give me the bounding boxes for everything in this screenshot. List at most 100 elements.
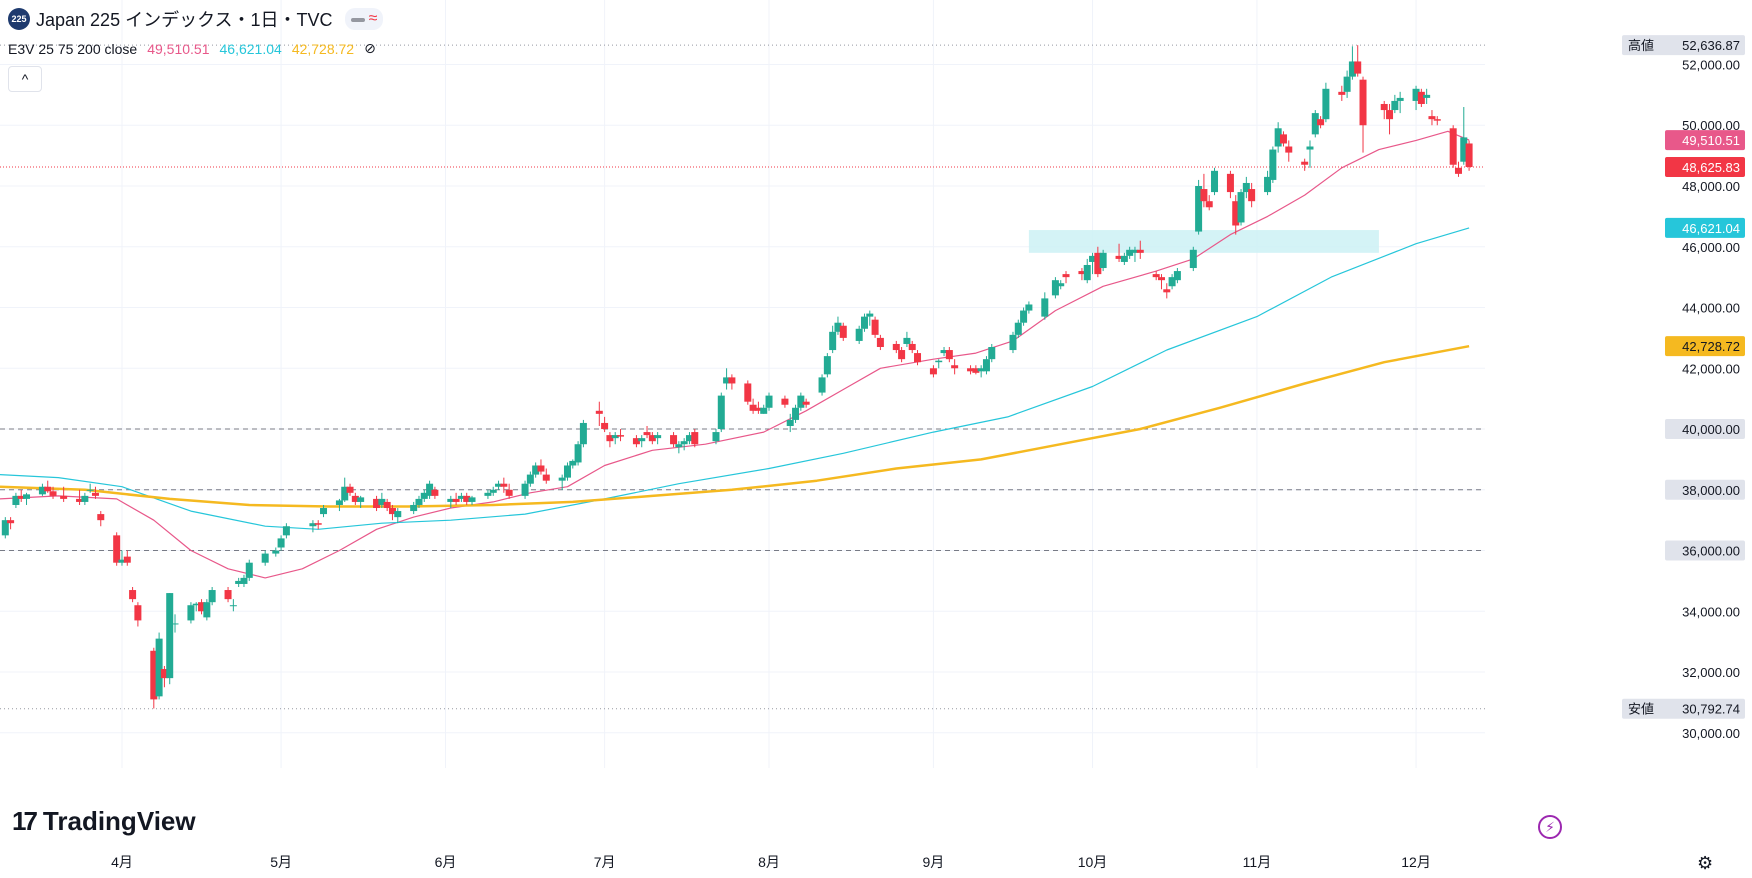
candle[interactable] bbox=[1311, 110, 1319, 138]
candle[interactable] bbox=[871, 316, 879, 338]
candle[interactable] bbox=[1417, 88, 1425, 108]
candle[interactable] bbox=[1195, 179, 1203, 235]
candle[interactable] bbox=[500, 477, 508, 493]
candle[interactable] bbox=[388, 504, 396, 521]
candle[interactable] bbox=[335, 498, 343, 512]
candle[interactable] bbox=[192, 602, 200, 612]
candle[interactable] bbox=[935, 359, 943, 369]
candle[interactable] bbox=[320, 504, 328, 518]
candle[interactable] bbox=[1152, 271, 1160, 281]
candle[interactable] bbox=[1380, 100, 1388, 120]
level-tag[interactable]: 38,000.00 bbox=[1665, 479, 1745, 500]
candle[interactable] bbox=[373, 495, 381, 512]
candle[interactable] bbox=[160, 665, 168, 688]
candle[interactable] bbox=[208, 586, 216, 606]
candle[interactable] bbox=[1354, 45, 1362, 77]
candle[interactable] bbox=[203, 599, 211, 621]
candle[interactable] bbox=[1051, 277, 1059, 299]
candle[interactable] bbox=[717, 392, 725, 433]
candle[interactable] bbox=[839, 322, 847, 341]
candle[interactable] bbox=[569, 459, 577, 469]
hide-icon[interactable]: ⊘ bbox=[364, 40, 376, 56]
candle[interactable] bbox=[1025, 301, 1033, 314]
candle[interactable] bbox=[537, 459, 545, 475]
candle[interactable] bbox=[532, 462, 540, 478]
candle[interactable] bbox=[7, 517, 15, 530]
candle[interactable] bbox=[1, 517, 9, 539]
candle[interactable] bbox=[1317, 116, 1325, 129]
price-axis[interactable]: 30,000.00 32,000.00 34,000.00 36,000.00 38,0… bbox=[1622, 35, 1745, 741]
candle[interactable] bbox=[1396, 91, 1404, 114]
candle[interactable] bbox=[1449, 125, 1457, 168]
candle[interactable] bbox=[1099, 249, 1107, 272]
candle[interactable] bbox=[617, 429, 625, 442]
candle[interactable] bbox=[648, 432, 656, 445]
candle[interactable] bbox=[282, 523, 290, 539]
candle[interactable] bbox=[1391, 94, 1399, 114]
candle[interactable] bbox=[1460, 107, 1468, 165]
candle[interactable] bbox=[1173, 268, 1181, 284]
candle[interactable] bbox=[760, 404, 768, 414]
candle[interactable] bbox=[1020, 307, 1028, 326]
time-axis[interactable]: 4月 5月 6月 7月 8月 9月 10月 11月 12月 bbox=[111, 854, 1431, 870]
candle[interactable] bbox=[781, 395, 789, 408]
candle[interactable] bbox=[1168, 274, 1176, 290]
candle[interactable] bbox=[521, 480, 529, 499]
tradingview-logo[interactable]: 17 TradingView bbox=[12, 806, 196, 837]
candle[interactable] bbox=[155, 632, 163, 700]
candle[interactable] bbox=[1301, 158, 1309, 171]
candle[interactable] bbox=[1078, 268, 1086, 281]
candle[interactable] bbox=[982, 356, 990, 375]
candle[interactable] bbox=[489, 486, 497, 496]
candle[interactable] bbox=[383, 498, 391, 512]
candle[interactable] bbox=[818, 374, 826, 396]
candle[interactable] bbox=[611, 432, 619, 445]
candle[interactable] bbox=[632, 435, 640, 448]
candle[interactable] bbox=[463, 492, 471, 505]
candle[interactable] bbox=[431, 486, 439, 499]
candle[interactable] bbox=[977, 365, 985, 378]
candle[interactable] bbox=[113, 532, 121, 566]
candle[interactable] bbox=[86, 483, 94, 493]
candle[interactable] bbox=[680, 438, 688, 451]
candle[interactable] bbox=[967, 365, 975, 375]
candle[interactable] bbox=[1322, 82, 1330, 123]
candle[interactable] bbox=[1338, 85, 1346, 101]
candle[interactable] bbox=[415, 495, 423, 509]
candle[interactable] bbox=[245, 559, 253, 581]
candle[interactable] bbox=[346, 483, 354, 496]
candle[interactable] bbox=[829, 325, 837, 354]
candle[interactable] bbox=[892, 340, 900, 354]
candle[interactable] bbox=[951, 359, 959, 375]
extreme-tag[interactable]: 安値 30,792.74 bbox=[1622, 698, 1745, 719]
candle[interactable] bbox=[792, 404, 800, 423]
candle[interactable] bbox=[495, 480, 503, 490]
candle[interactable] bbox=[749, 398, 757, 414]
ma-price-tag[interactable]: 46,621.04 bbox=[1665, 217, 1745, 238]
candle[interactable] bbox=[1041, 292, 1049, 320]
candle[interactable] bbox=[1465, 140, 1473, 171]
candle[interactable] bbox=[97, 511, 105, 527]
candle[interactable] bbox=[670, 432, 678, 448]
candle[interactable] bbox=[378, 492, 386, 509]
candle[interactable] bbox=[261, 550, 269, 566]
candle[interactable] bbox=[712, 429, 720, 445]
candle[interactable] bbox=[526, 471, 534, 487]
candle[interactable] bbox=[558, 474, 566, 490]
candle[interactable] bbox=[420, 489, 428, 502]
indicator-name[interactable]: E3V 25 75 200 close bbox=[8, 40, 138, 57]
candle[interactable] bbox=[1237, 189, 1245, 226]
candle[interactable] bbox=[129, 586, 137, 603]
candle[interactable] bbox=[1163, 283, 1171, 299]
candle[interactable] bbox=[1412, 85, 1420, 111]
candle[interactable] bbox=[765, 392, 773, 411]
candle[interactable] bbox=[1083, 258, 1091, 284]
candle[interactable] bbox=[1126, 246, 1134, 259]
candle[interactable] bbox=[1057, 280, 1065, 290]
candle[interactable] bbox=[903, 331, 911, 348]
candle[interactable] bbox=[579, 419, 587, 448]
candle[interactable] bbox=[797, 392, 805, 411]
candle[interactable] bbox=[1386, 103, 1394, 135]
candle[interactable] bbox=[505, 483, 513, 499]
candle[interactable] bbox=[1306, 140, 1314, 168]
